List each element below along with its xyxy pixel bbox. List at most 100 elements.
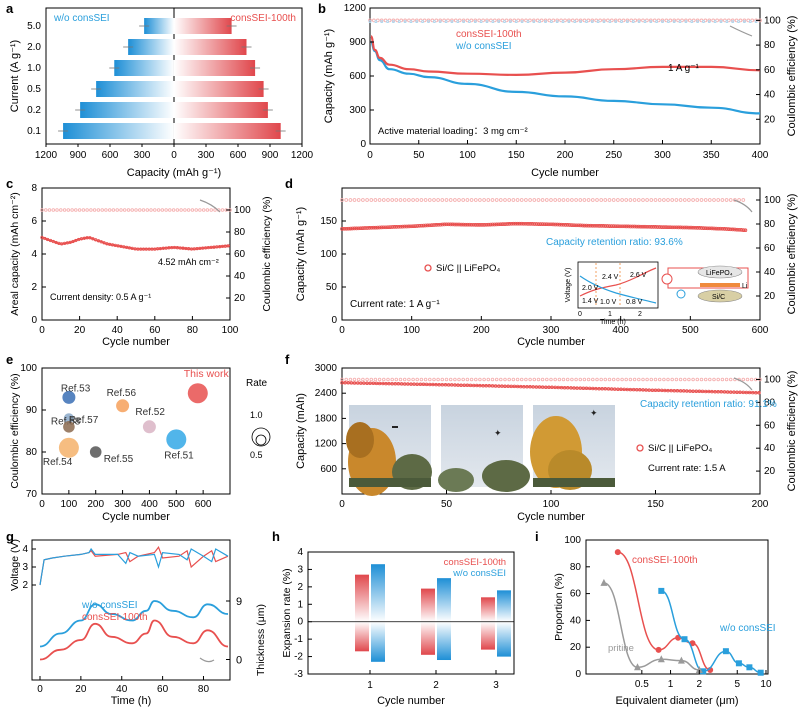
ce-marker	[636, 198, 641, 202]
ce-marker	[724, 377, 729, 382]
panel-g-legend-wo: w/o consSEI	[81, 600, 138, 611]
areal-capacity-marker	[124, 245, 129, 250]
ce-marker	[344, 377, 348, 382]
ce-marker-wo	[397, 20, 401, 24]
panel-b-arrow	[729, 25, 753, 37]
drone-photo-3: ✦	[530, 405, 615, 490]
areal-capacity-marker	[127, 246, 132, 250]
ce-marker	[499, 377, 503, 382]
ce-marker	[51, 208, 56, 212]
bar-cons-0.2	[174, 102, 268, 118]
ce-marker	[519, 198, 524, 202]
ce-marker	[595, 377, 599, 382]
ce-marker	[457, 377, 461, 382]
ce-marker	[649, 377, 654, 382]
ce-marker	[620, 377, 624, 382]
areal-capacity-marker	[43, 236, 47, 241]
xtick-label-40: 40	[116, 684, 128, 695]
panel-letter-d: d	[285, 176, 293, 191]
xtick-label-50: 50	[413, 150, 425, 161]
ce-marker-cons	[403, 18, 407, 23]
ce-marker	[637, 377, 641, 382]
xtick-label-80: 80	[187, 325, 199, 336]
panel-b-annotation-rate: 1 A g⁻¹	[668, 63, 700, 74]
ce-marker	[707, 198, 712, 202]
panel-d-inset: 2.4 V 2.6 V 2.0 V 1.4 V 1.0 V 0.8 V 0 1 …	[565, 261, 749, 326]
ce-marker	[549, 198, 553, 202]
panel-g-arrow	[199, 657, 215, 663]
xtick-label-1: 1	[668, 679, 674, 690]
areal-capacity-marker	[74, 238, 78, 243]
xtick-label-10: 10	[760, 679, 772, 690]
panel-i-frame	[585, 539, 769, 675]
ce-marker	[62, 208, 67, 212]
ce-marker	[624, 198, 629, 202]
panel-h-chart: 1 2 3 4 3 2 1 0 -1 -2 -3 consSEI-100th w/o consSEI…	[281, 547, 515, 707]
point-pritine	[695, 666, 703, 673]
ce-marker	[47, 208, 52, 212]
ce-marker	[741, 377, 746, 382]
areal-capacity-marker	[40, 235, 44, 240]
bar-cons-pos-1	[355, 574, 369, 622]
ce-marker	[190, 208, 195, 212]
ce-marker	[111, 208, 116, 212]
ce-marker-wo	[713, 20, 717, 24]
panel-h-legend-cons: consSEI-100th	[444, 557, 506, 568]
ce-marker	[653, 198, 658, 202]
ytick-label-2: 2	[22, 580, 28, 591]
xtick-label-150: 150	[647, 499, 664, 510]
panel-d-chart: 0 100 200 300 400 500 60005010015020406080100 …	[295, 187, 798, 348]
ce-marker	[695, 198, 700, 202]
ce-marker	[570, 377, 574, 382]
ce-marker-cons	[508, 18, 513, 23]
drone-icon-3: ✦	[590, 408, 598, 418]
ce-marker-wo	[432, 20, 436, 24]
ce-marker-wo	[637, 20, 641, 24]
ce-marker	[728, 377, 733, 382]
y2tick-label-60: 60	[764, 65, 776, 76]
ce-marker	[544, 198, 549, 202]
ytick-label-100: 100	[320, 249, 337, 260]
ce-marker	[561, 198, 566, 202]
panel-b-y2label: Coulombic efficiency (%)	[786, 16, 798, 137]
ytick-label-80: 80	[26, 447, 38, 458]
ce-marker-wo	[725, 20, 729, 24]
ce-marker	[444, 198, 449, 202]
ce-marker	[532, 377, 537, 382]
ytick-label-70: 70	[26, 489, 38, 500]
ce-marker	[356, 198, 361, 202]
ce-marker-wo	[462, 20, 466, 24]
ytick-label-90: 90	[26, 405, 38, 416]
ytick-label-60: 60	[570, 589, 582, 600]
ytick-label-0.1: 0.1	[27, 126, 41, 137]
ce-marker	[365, 377, 369, 382]
ce-marker	[712, 198, 716, 202]
xtick-label-100: 100	[61, 499, 78, 510]
ce-marker	[428, 377, 432, 382]
ce-marker	[122, 208, 127, 212]
areal-capacity-marker	[96, 239, 101, 243]
ce-marker	[616, 377, 620, 382]
ce-marker	[582, 377, 587, 382]
ytick-label-2: 2	[31, 282, 37, 293]
ce-marker-cons	[730, 18, 735, 23]
ce-marker	[473, 198, 478, 202]
ce-marker	[465, 377, 470, 382]
ce-marker-wo	[620, 20, 623, 24]
inset-label-14: 1.4 V	[582, 298, 599, 305]
panel-i-xlabel: Equivalent diameter (μm)	[615, 695, 738, 707]
ce-marker	[616, 198, 620, 202]
ytick-label-40: 40	[570, 615, 582, 626]
ce-marker	[716, 377, 720, 382]
ce-marker	[528, 377, 532, 382]
ce-marker-cons	[368, 18, 372, 23]
point-pritine	[634, 663, 641, 671]
bar-cons-neg-1	[355, 621, 369, 652]
ce-marker	[213, 208, 217, 212]
ce-marker	[657, 377, 662, 382]
panel-a-chart: 5.0 2.0 1.0 0.5 0.2 0.1 1200 900 600 300 0 300 600 90…	[9, 7, 314, 179]
xtick-label-0: 0	[339, 499, 345, 510]
ce-marker-wo	[737, 20, 740, 24]
xtick-label-300: 300	[654, 150, 671, 161]
